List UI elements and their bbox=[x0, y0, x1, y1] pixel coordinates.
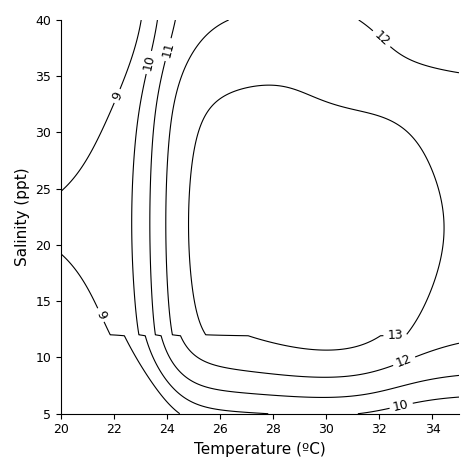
Text: 10: 10 bbox=[141, 53, 157, 72]
Text: 9: 9 bbox=[93, 309, 109, 321]
X-axis label: Temperature (ºC): Temperature (ºC) bbox=[194, 442, 326, 457]
Text: 12: 12 bbox=[394, 353, 414, 370]
Y-axis label: Salinity (ppt): Salinity (ppt) bbox=[15, 168, 30, 266]
Text: 12: 12 bbox=[372, 29, 392, 49]
Text: 9: 9 bbox=[109, 90, 125, 102]
Text: 11: 11 bbox=[160, 40, 176, 59]
Text: 13: 13 bbox=[387, 329, 403, 342]
Text: 10: 10 bbox=[392, 398, 410, 414]
